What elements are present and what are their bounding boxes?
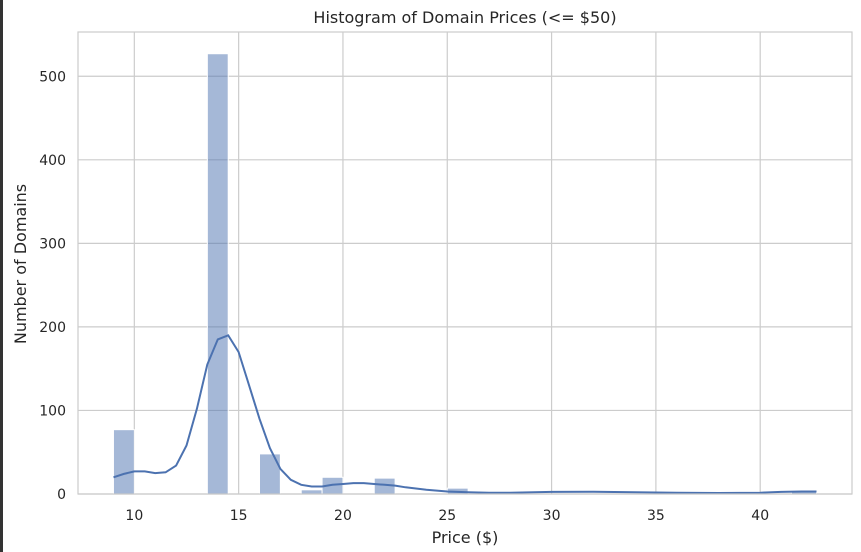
histogram-bar: [206, 53, 229, 495]
histogram-bar: [300, 489, 323, 495]
histogram-bar: [112, 429, 135, 495]
kde-curve: [113, 334, 817, 495]
y-tick-label: 0: [57, 487, 66, 503]
grid: [78, 32, 852, 495]
x-tick-label: 35: [647, 508, 665, 524]
y-axis-label: Number of Domains: [11, 184, 30, 344]
histogram-bar: [259, 453, 281, 495]
chart-title: Histogram of Domain Prices (<= $50): [313, 8, 616, 27]
y-tick-label: 400: [39, 153, 66, 169]
x-tick-label: 15: [230, 508, 248, 524]
x-tick-label: 30: [543, 508, 561, 524]
x-tick-label: 10: [125, 508, 143, 524]
x-tick-label: 40: [751, 508, 769, 524]
y-tick-label: 500: [39, 69, 66, 85]
y-tick-labels: 0 100 200 300 400 500: [39, 69, 66, 503]
x-tick-label: 20: [334, 508, 352, 524]
window-edge: [0, 0, 3, 552]
histogram-bars: [112, 53, 818, 495]
y-tick-label: 100: [39, 403, 66, 419]
x-tick-label: 25: [438, 508, 456, 524]
x-axis-label: Price ($): [432, 528, 499, 547]
x-tick-labels: 10 15 20 25 30 35 40: [125, 508, 769, 524]
plot-frame: [77, 31, 853, 495]
y-tick-label: 200: [39, 320, 66, 336]
y-tick-label: 300: [39, 236, 66, 252]
